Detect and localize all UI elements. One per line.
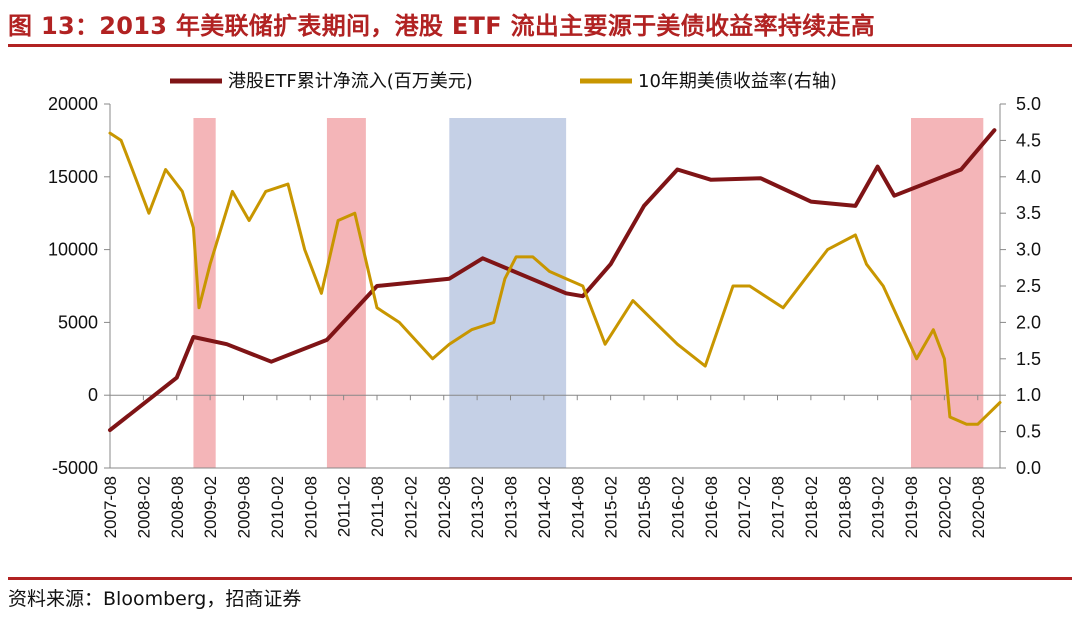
x-axis-tick-label: 2016-02 (668, 476, 687, 538)
right-axis-tick-label: 1.5 (1016, 349, 1041, 369)
shaded-period-2 (326, 118, 366, 468)
legend: 港股ETF累计净流入(百万美元) 10年期美债收益率(右轴) (170, 71, 837, 92)
right-axis-tick-label: 4.0 (1016, 167, 1041, 187)
x-axis-tick-label: 2011-08 (368, 476, 387, 537)
left-axis-tick-label: 15000 (48, 167, 98, 187)
x-axis-tick-label: 2020-02 (935, 476, 954, 538)
x-axis-tick-label: 2016-08 (702, 476, 721, 538)
shaded-period-4 (911, 118, 984, 468)
source-rule (8, 577, 1072, 580)
right-axis-tick-label: 5.0 (1016, 94, 1041, 114)
x-axis-tick-label: 2007-08 (101, 476, 120, 538)
right-axis-tick-label: 4.5 (1016, 130, 1041, 150)
right-axis-tick-label: 0.5 (1016, 422, 1041, 442)
x-axis-tick-label: 2018-08 (835, 476, 854, 538)
x-axis-tick-label: 2011-02 (335, 476, 354, 537)
shaded-period-3 (449, 118, 567, 468)
right-axis-tick-label: 2.0 (1016, 312, 1041, 332)
x-axis-tick-label: 2019-02 (869, 476, 888, 538)
legend-label-2: 10年期美债收益率(右轴) (638, 71, 837, 92)
left-axis-tick-label: 10000 (48, 240, 98, 260)
x-axis-tick-label: 2009-02 (201, 476, 220, 538)
x-axis-tick-label: 2008-08 (168, 476, 187, 538)
x-axis-tick-label: 2013-02 (468, 476, 487, 538)
right-axis-tick-label: 2.5 (1016, 276, 1041, 296)
x-axis-tick-label: 2017-02 (735, 476, 754, 538)
x-axis-tick-label: 2015-08 (635, 476, 654, 538)
x-axis-tick-label: 2012-08 (435, 476, 454, 538)
title-rule (8, 44, 1072, 47)
x-axis-tick-label: 2014-02 (535, 476, 554, 538)
right-axis-tick-label: 3.0 (1016, 240, 1041, 260)
source-note: 资料来源：Bloomberg，招商证券 (8, 588, 302, 610)
left-axis-tick-label: -5000 (52, 458, 98, 478)
x-axis-tick-label: 2013-08 (502, 476, 521, 538)
left-axis-tick-label: 5000 (58, 312, 98, 332)
x-axis-tick-label: 2019-08 (902, 476, 921, 538)
x-axis-tick-label: 2018-02 (802, 476, 821, 538)
x-axis-tick-label: 2008-02 (134, 476, 153, 538)
chart: 20000 15000 10000 5000 0 -5000 5.0 4.5 4.0 3.5 3.0… (48, 71, 1041, 538)
x-axis-tick-label: 2020-08 (969, 476, 988, 538)
x-axis-tick-label: 2010-08 (301, 476, 320, 538)
x-axis-tick-label: 2012-02 (401, 476, 420, 538)
axes: 20000 15000 10000 5000 0 -5000 5.0 4.5 4.0 3.5 3.0… (48, 94, 1041, 538)
left-axis-tick-label: 0 (88, 385, 98, 405)
right-axis-tick-label: 3.5 (1016, 203, 1041, 223)
figure-title: 图 13：2013 年美联储扩表期间，港股 ETF 流出主要源于美债收益率持续走… (8, 12, 876, 40)
right-axis-tick-label: 0.0 (1016, 458, 1041, 478)
shaded-periods (193, 118, 984, 468)
x-axis-tick-label: 2014-08 (568, 476, 587, 538)
x-axis-tick-label: 2015-02 (602, 476, 621, 538)
shaded-period-1 (193, 118, 216, 468)
etf-flow-line (108, 128, 997, 433)
treasury-yield-line (108, 131, 1002, 426)
left-axis-tick-label: 20000 (48, 94, 98, 114)
x-axis-tick-label: 2010-02 (268, 476, 287, 538)
legend-label-1: 港股ETF累计净流入(百万美元) (228, 71, 473, 92)
series-lines (108, 128, 1002, 433)
x-axis-tick-label: 2009-08 (235, 476, 254, 538)
x-axis-tick-label: 2017-08 (769, 476, 788, 538)
right-axis-tick-label: 1.0 (1016, 385, 1041, 405)
